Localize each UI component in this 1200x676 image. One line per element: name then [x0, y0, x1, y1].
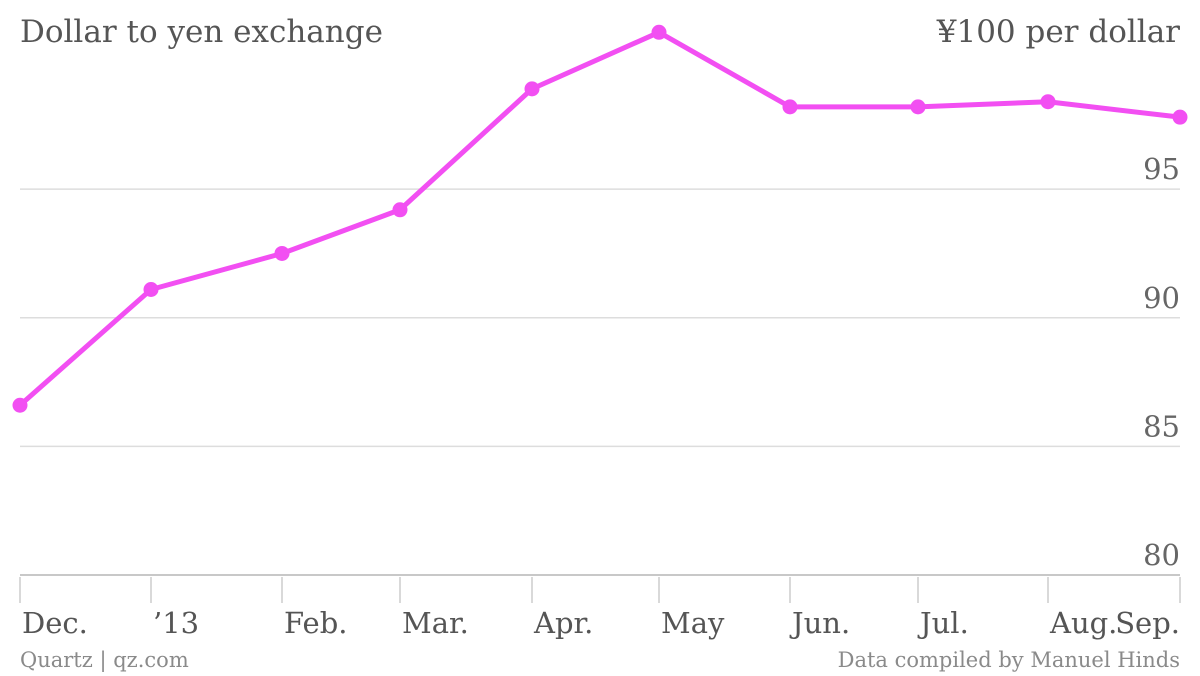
data-point-Aug. [1040, 94, 1056, 110]
data-point-Feb. [274, 245, 290, 261]
data-point-’13 [143, 281, 159, 297]
x-tick-label: Dec. [22, 606, 88, 640]
series-line-layer [17, 29, 1183, 408]
x-tick-label: May [661, 606, 725, 640]
data-point-Sep. [1172, 109, 1188, 125]
data-point-Apr. [524, 81, 540, 97]
x-tick-label: Jul. [917, 606, 969, 640]
x-tick-label: Jun. [789, 606, 850, 640]
data-point-Dec. [12, 397, 28, 413]
x-tick-label: Aug. [1049, 606, 1117, 640]
y-tick-label: 80 [1143, 538, 1180, 572]
x-tick-label: Mar. [402, 606, 469, 640]
data-point-May [651, 24, 667, 40]
gridlines: 80 85 90 95 [20, 152, 1180, 576]
y-tick-label: 95 [1143, 152, 1180, 186]
y-tick-label: 85 [1143, 409, 1180, 443]
x-tick-label: Sep. [1115, 606, 1180, 640]
x-tick-label: ’13 [153, 606, 199, 640]
data-credit: Data compiled by Manuel Hinds [838, 648, 1180, 672]
y-tick-label: 90 [1143, 281, 1180, 315]
data-points [12, 24, 1188, 413]
x-tick-label: Feb. [284, 606, 347, 640]
data-point-Mar. [392, 202, 408, 218]
source-credit: Quartz | qz.com [20, 648, 189, 673]
unit-label: ¥100 per dollar [936, 14, 1180, 50]
chart-title: Dollar to yen exchange [20, 14, 383, 50]
data-point-Jul. [910, 99, 926, 115]
x-tick-label: Apr. [533, 606, 593, 640]
data-point-Jun. [782, 99, 798, 115]
series-line [17, 29, 1183, 408]
x-axis: Dec. ’13 Feb. Mar. Apr. May Jun. Jul. Aug.Sep. [19, 577, 1181, 640]
